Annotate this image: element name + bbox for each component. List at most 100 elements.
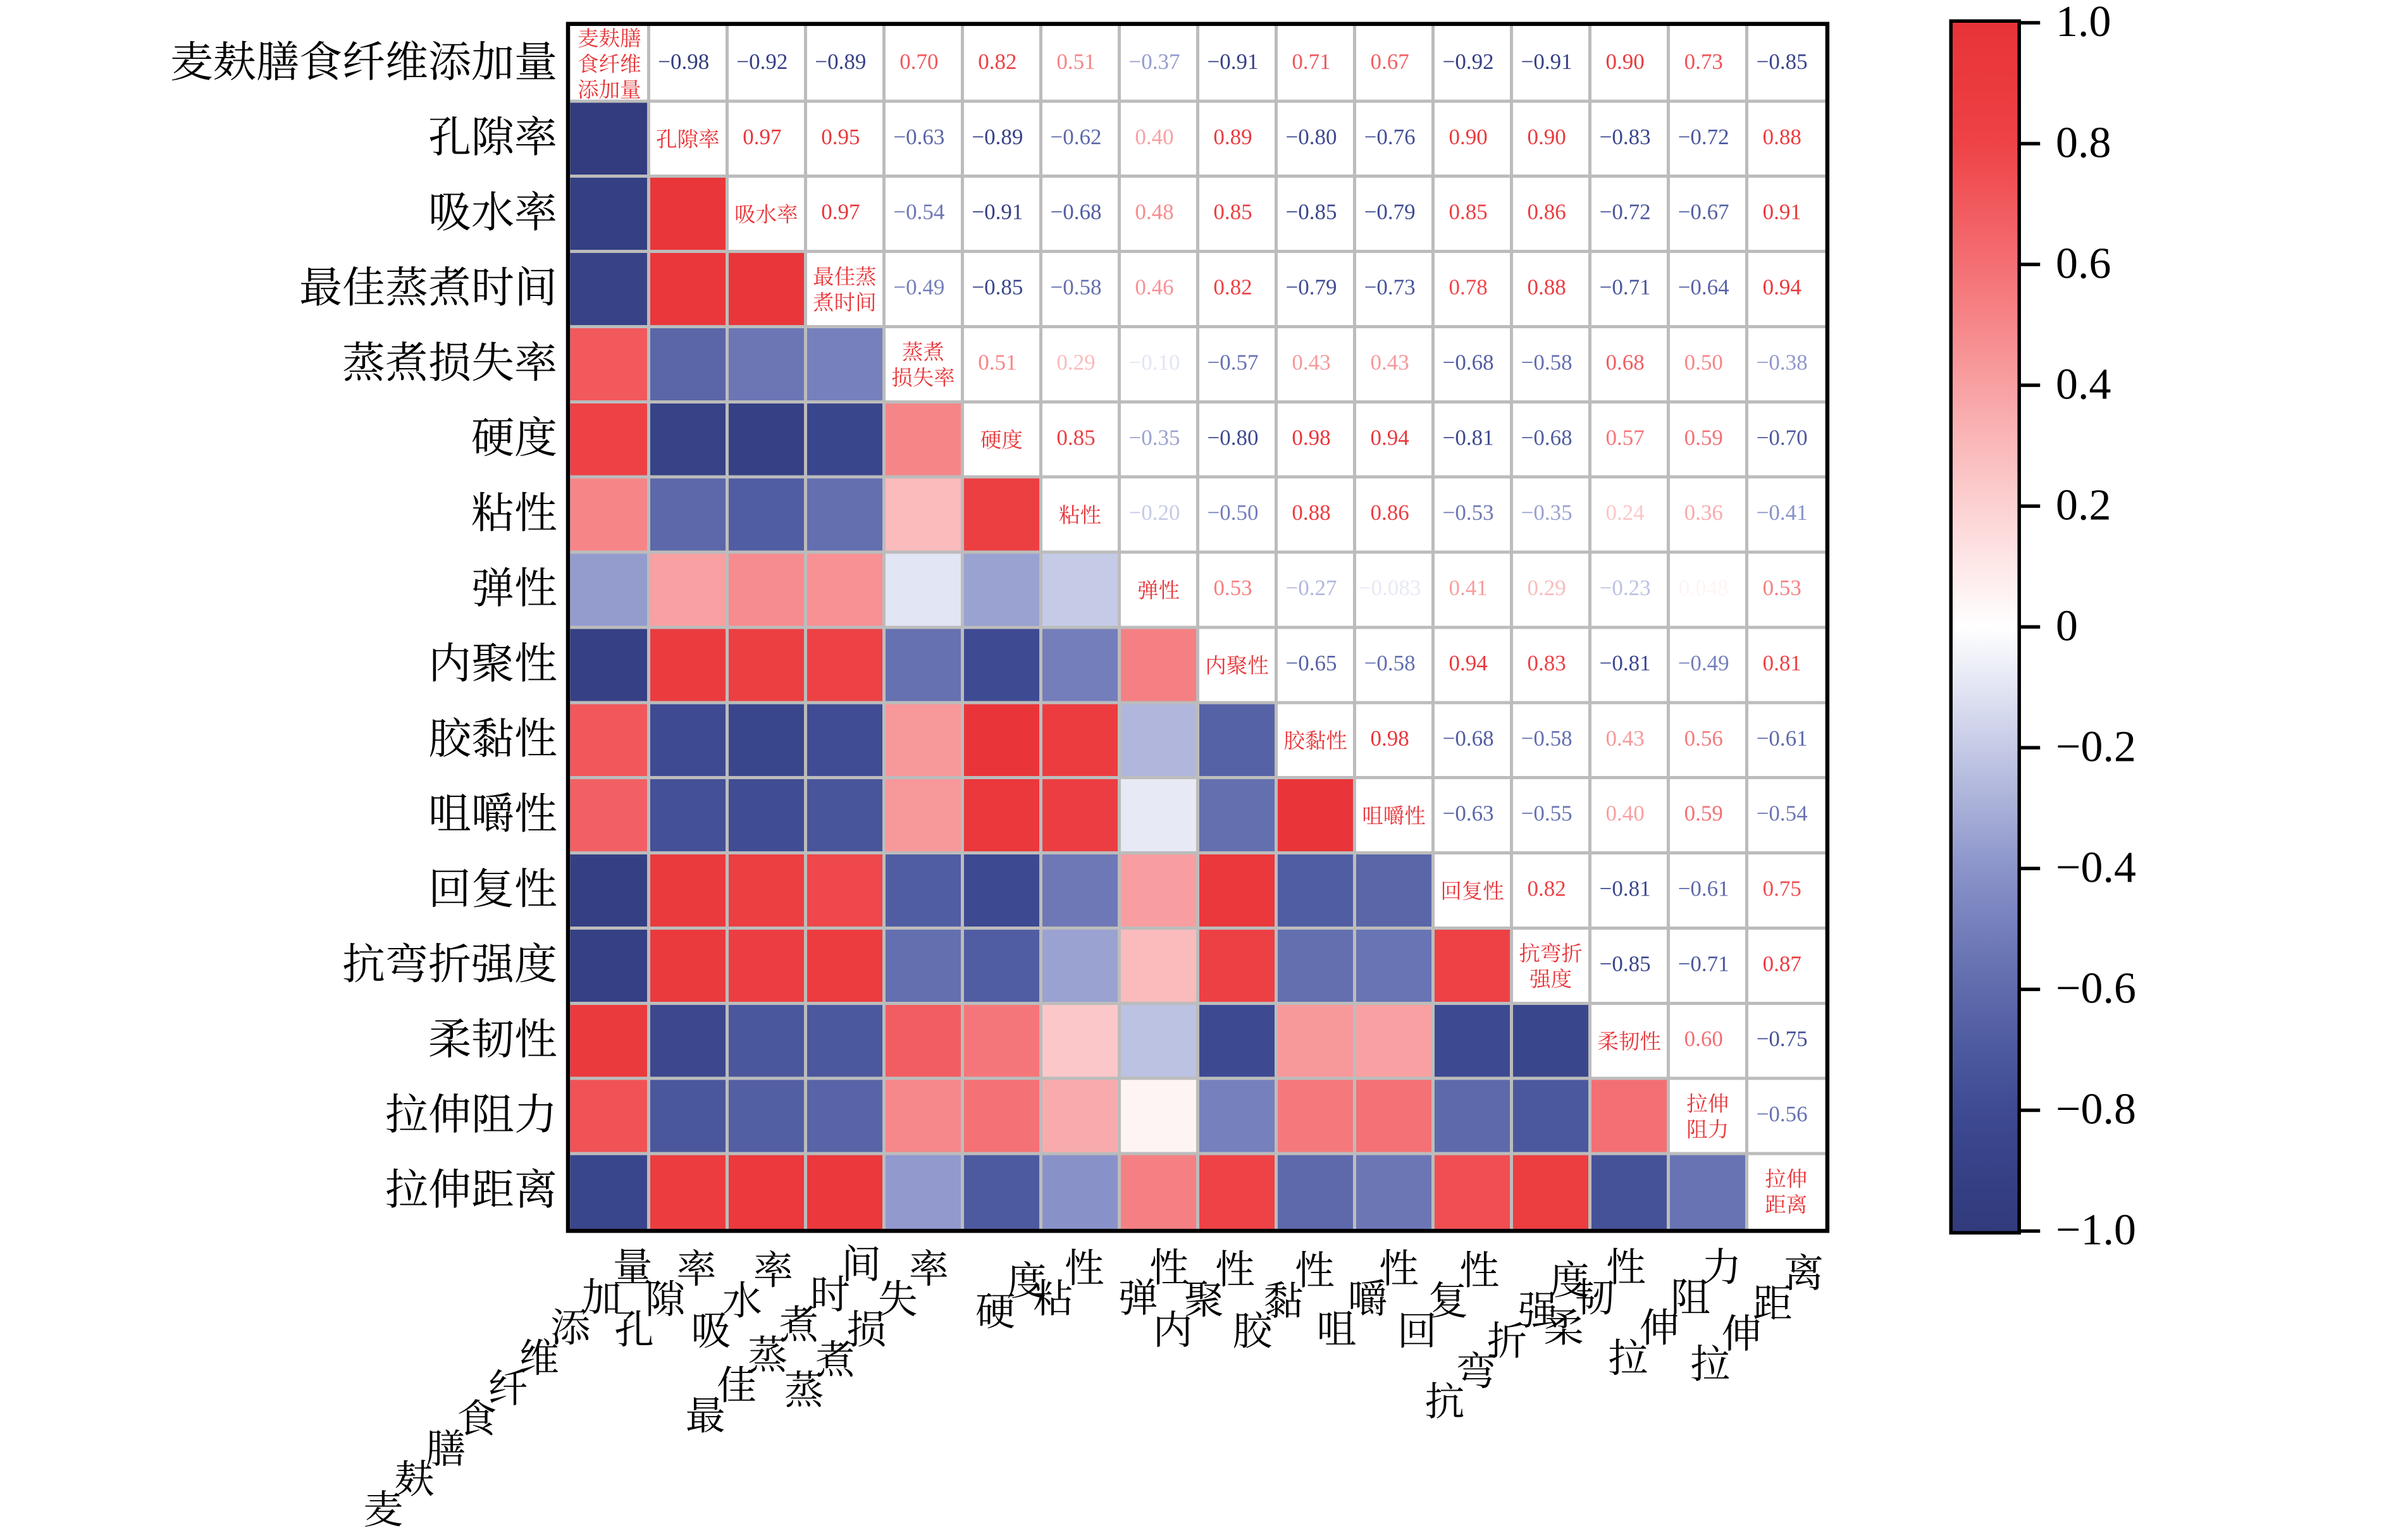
svg-text:−0.61: −0.61 [1678,877,1729,901]
svg-text:0.2: 0.2 [2056,481,2111,529]
svg-text:0.40: 0.40 [1605,801,1644,826]
svg-text:0.91: 0.91 [1763,200,1801,225]
svg-text:0.88: 0.88 [1527,275,1566,300]
svg-text:−0.68: −0.68 [1443,726,1494,751]
svg-text:0.75: 0.75 [1763,877,1801,901]
svg-text:−0.91: −0.91 [1208,49,1259,74]
svg-text:0.87: 0.87 [1763,951,1801,976]
svg-text:−0.35: −0.35 [1129,425,1180,450]
svg-text:0.94: 0.94 [1370,425,1409,450]
svg-text:−0.92: −0.92 [736,49,788,74]
svg-text:0.82: 0.82 [978,49,1016,74]
svg-text:0.88: 0.88 [1292,500,1330,525]
svg-text:0.94: 0.94 [1763,275,1801,300]
svg-text:0.88: 0.88 [1763,125,1801,149]
svg-text:0.6: 0.6 [2056,239,2111,288]
svg-text:−0.67: −0.67 [1678,200,1729,225]
svg-text:−0.63: −0.63 [1443,801,1494,826]
svg-text:0.48: 0.48 [1135,200,1173,225]
svg-text:−0.72: −0.72 [1678,125,1729,149]
svg-text:0.51: 0.51 [978,350,1016,374]
svg-text:−0.58: −0.58 [1521,726,1572,751]
svg-text:0.68: 0.68 [1605,350,1644,374]
svg-text:−0.71: −0.71 [1600,275,1651,300]
svg-text:−0.2: −0.2 [2056,723,2136,772]
svg-text:−0.20: −0.20 [1129,500,1180,525]
svg-text:0.90: 0.90 [1449,125,1487,149]
svg-text:0.82: 0.82 [1527,877,1566,901]
svg-text:0.94: 0.94 [1449,651,1487,675]
svg-text:0.36: 0.36 [1684,500,1723,525]
svg-text:−0.61: −0.61 [1757,726,1808,751]
svg-text:0.40: 0.40 [1135,125,1173,149]
svg-text:−0.81: −0.81 [1600,651,1651,675]
svg-text:−0.83: −0.83 [1600,125,1651,149]
svg-text:−0.10: −0.10 [1129,350,1180,374]
svg-text:0.57: 0.57 [1605,425,1644,450]
svg-text:−0.8: −0.8 [2056,1085,2136,1134]
svg-text:−0.50: −0.50 [1208,500,1259,525]
svg-text:0.60: 0.60 [1684,1026,1723,1051]
svg-text:−0.35: −0.35 [1521,500,1572,525]
svg-text:0.43: 0.43 [1292,350,1330,374]
svg-text:0.83: 0.83 [1527,651,1566,675]
svg-text:0.85: 0.85 [1213,200,1252,225]
svg-text:−0.85: −0.85 [1600,951,1651,976]
svg-text:0.048: 0.048 [1679,576,1729,600]
svg-text:0.4: 0.4 [2056,360,2111,409]
svg-text:0.98: 0.98 [1292,425,1330,450]
svg-text:0.86: 0.86 [1370,500,1409,525]
svg-text:−1.0: −1.0 [2056,1206,2136,1255]
svg-text:−0.80: −0.80 [1208,425,1259,450]
svg-text:−0.41: −0.41 [1757,500,1808,525]
svg-text:−0.083: −0.083 [1359,576,1421,600]
svg-text:−0.56: −0.56 [1757,1102,1808,1126]
svg-text:−0.79: −0.79 [1364,200,1416,225]
svg-text:0.86: 0.86 [1527,200,1566,225]
svg-text:−0.85: −0.85 [972,275,1023,300]
svg-text:−0.68: −0.68 [1521,425,1572,450]
svg-text:0.78: 0.78 [1449,275,1487,300]
svg-text:0.67: 0.67 [1370,49,1409,74]
svg-text:0.85: 0.85 [1449,200,1487,225]
svg-text:−0.80: −0.80 [1286,125,1337,149]
svg-text:−0.54: −0.54 [893,200,944,225]
svg-text:0.59: 0.59 [1684,801,1723,826]
svg-text:0.97: 0.97 [821,200,860,225]
svg-text:−0.38: −0.38 [1757,350,1808,374]
svg-text:−0.63: −0.63 [893,125,944,149]
svg-text:0.81: 0.81 [1763,651,1801,675]
svg-text:−0.57: −0.57 [1208,350,1259,374]
svg-text:0.90: 0.90 [1527,125,1566,149]
svg-text:−0.91: −0.91 [1521,49,1572,74]
svg-text:−0.65: −0.65 [1286,651,1337,675]
svg-text:0.73: 0.73 [1684,49,1723,74]
svg-text:0.70: 0.70 [899,49,938,74]
svg-text:−0.62: −0.62 [1051,125,1102,149]
svg-text:−0.27: −0.27 [1286,576,1337,600]
svg-text:−0.76: −0.76 [1364,125,1416,149]
svg-text:1.0: 1.0 [2056,0,2111,46]
svg-text:0.95: 0.95 [821,125,860,149]
svg-text:0.89: 0.89 [1213,125,1252,149]
svg-text:−0.49: −0.49 [893,275,944,300]
svg-text:−0.68: −0.68 [1443,350,1494,374]
svg-text:−0.64: −0.64 [1678,275,1729,300]
svg-text:−0.91: −0.91 [972,200,1023,225]
svg-text:−0.53: −0.53 [1443,500,1494,525]
svg-text:0.97: 0.97 [743,125,781,149]
svg-text:−0.23: −0.23 [1600,576,1651,600]
svg-text:−0.37: −0.37 [1129,49,1180,74]
svg-text:−0.54: −0.54 [1757,801,1808,826]
svg-text:−0.81: −0.81 [1443,425,1494,450]
svg-text:−0.6: −0.6 [2056,964,2136,1013]
svg-text:−0.89: −0.89 [815,49,866,74]
svg-text:−0.58: −0.58 [1051,275,1102,300]
svg-text:0.46: 0.46 [1135,275,1173,300]
svg-text:−0.98: −0.98 [658,49,709,74]
svg-text:−0.73: −0.73 [1364,275,1416,300]
svg-text:0.29: 0.29 [1527,576,1566,600]
svg-text:−0.79: −0.79 [1286,275,1337,300]
svg-text:−0.92: −0.92 [1443,49,1494,74]
svg-text:−0.68: −0.68 [1051,200,1102,225]
